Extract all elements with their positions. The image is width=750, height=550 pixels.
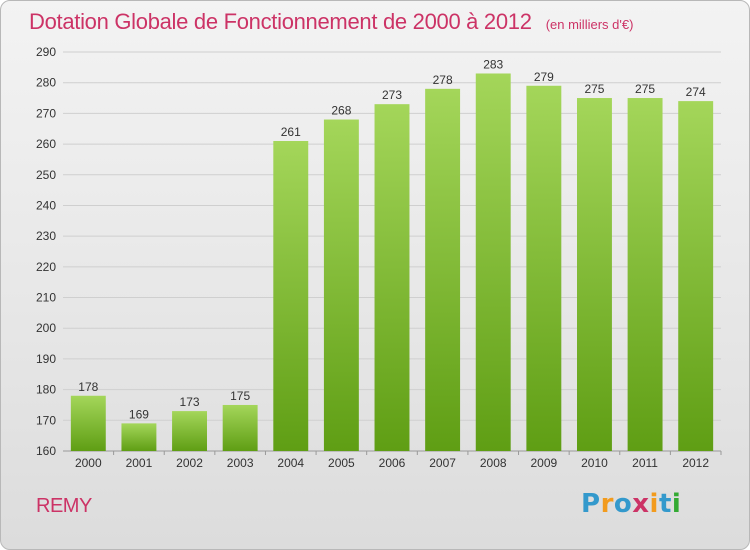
- y-tick-label: 180: [36, 383, 56, 397]
- x-tick-label: 2011: [632, 456, 658, 470]
- x-tick-label: 2004: [277, 456, 304, 470]
- bar-2000: [70, 395, 106, 451]
- y-tick-label: 230: [36, 229, 56, 243]
- logo-letter: P: [581, 489, 601, 519]
- bar-2003: [222, 404, 258, 451]
- x-axis-ticks: 2000 2001 2002 2003 2004 2005 2006 2007 2008 2009…: [75, 451, 722, 470]
- logo-letter: x: [632, 489, 650, 519]
- data-label-2012: 274: [686, 85, 706, 99]
- y-axis-ticks: 160 170 180 190 200 210 220 230 240 250 260 270 280 2…: [36, 45, 56, 458]
- data-label-2001: 169: [129, 407, 149, 421]
- proxiti-logo: Proxiti: [581, 489, 681, 519]
- bar-2010: [576, 98, 612, 452]
- bar-2007: [425, 88, 461, 451]
- logo-letter: r: [600, 489, 614, 519]
- y-tick-label: 220: [36, 260, 56, 274]
- bar-2005: [323, 119, 359, 452]
- x-tick-label: 2012: [682, 456, 709, 470]
- bar-2012: [678, 101, 714, 451]
- logo-letter: o: [613, 489, 633, 519]
- data-label-2011: 275: [635, 82, 655, 96]
- logo-letter: t: [658, 489, 672, 519]
- logo-letter: i: [671, 489, 682, 519]
- data-label-2002: 173: [180, 395, 200, 409]
- bar-2002: [172, 411, 208, 451]
- data-label-2004: 261: [281, 125, 301, 139]
- y-tick-label: 160: [36, 444, 56, 458]
- x-tick-label: 2005: [328, 456, 355, 470]
- entity-name: REMY: [36, 495, 92, 517]
- y-tick-label: 170: [36, 413, 56, 427]
- logo-letter: i: [649, 489, 659, 519]
- data-label-2010: 275: [584, 82, 604, 96]
- y-tick-label: 270: [36, 106, 56, 120]
- data-label-2009: 279: [534, 70, 554, 84]
- y-tick-label: 290: [36, 45, 56, 59]
- unit-note: (en milliers d'€): [545, 17, 634, 32]
- x-tick-label: 2006: [379, 456, 406, 470]
- y-tick-label: 260: [36, 137, 56, 151]
- title-text: Dotation Globale de Fonctionnement de 20…: [29, 9, 532, 34]
- chart-title: Dotation Globale de Fonctionnement de 20…: [29, 9, 633, 35]
- data-labels: 178 169 173 175 261 268 273 278 283 279 275 275 274: [78, 57, 706, 421]
- y-tick-label: 250: [36, 168, 56, 182]
- bar-2006: [374, 104, 410, 451]
- y-tick-label: 190: [36, 352, 56, 366]
- x-tick-label: 2008: [480, 456, 507, 470]
- x-tick-label: 2010: [581, 456, 608, 470]
- bar-2011: [627, 98, 663, 452]
- data-label-2007: 278: [433, 73, 453, 87]
- bar-2004: [273, 141, 309, 451]
- bars: [70, 73, 714, 452]
- data-label-2003: 175: [230, 389, 250, 403]
- y-tick-label: 210: [36, 291, 56, 305]
- x-tick-label: 2007: [429, 456, 456, 470]
- bar-2009: [526, 85, 562, 451]
- data-label-2005: 268: [331, 104, 351, 118]
- bar-2001: [121, 423, 157, 451]
- data-label-2000: 178: [78, 380, 98, 394]
- bar-2008: [475, 73, 511, 451]
- data-label-2008: 283: [483, 57, 503, 71]
- data-label-2006: 273: [382, 88, 402, 102]
- x-tick-label: 2000: [75, 456, 102, 470]
- y-tick-label: 240: [36, 198, 56, 212]
- x-tick-label: 2001: [126, 456, 153, 470]
- x-tick-label: 2009: [530, 456, 557, 470]
- x-tick-label: 2003: [227, 456, 254, 470]
- y-tick-label: 280: [36, 76, 56, 90]
- y-tick-label: 200: [36, 321, 56, 335]
- x-tick-label: 2002: [176, 456, 203, 470]
